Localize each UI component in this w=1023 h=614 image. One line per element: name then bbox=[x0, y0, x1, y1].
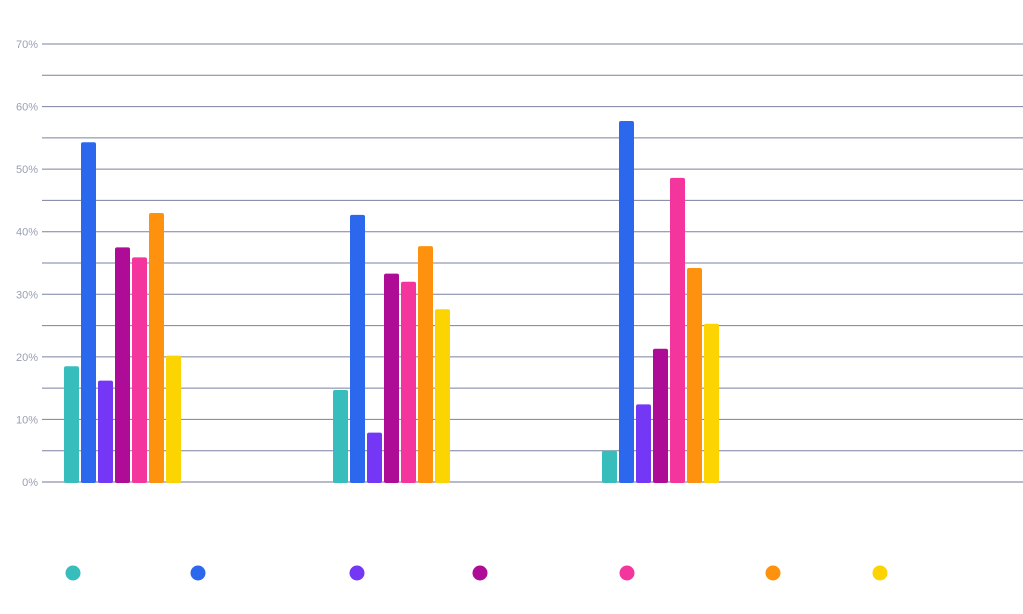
legend-marker bbox=[349, 565, 365, 581]
y-tick-label: 60% bbox=[16, 102, 38, 114]
y-tick-label: 70% bbox=[16, 39, 38, 51]
bar bbox=[435, 309, 450, 483]
bar bbox=[333, 390, 348, 483]
legend-marker bbox=[190, 565, 206, 581]
y-tick-label: 20% bbox=[16, 352, 38, 364]
y-tick-label: 40% bbox=[16, 227, 38, 239]
legend-marker bbox=[872, 565, 888, 581]
bar bbox=[418, 246, 433, 483]
legend bbox=[65, 565, 888, 581]
bar bbox=[653, 348, 668, 483]
y-tick-label: 10% bbox=[16, 414, 38, 426]
gridlines bbox=[42, 43, 1023, 483]
bar bbox=[602, 450, 617, 483]
bar bbox=[670, 177, 685, 483]
bar bbox=[401, 281, 416, 483]
bar bbox=[350, 214, 365, 483]
y-tick-label: 30% bbox=[16, 289, 38, 301]
bar bbox=[115, 247, 130, 483]
bar bbox=[384, 273, 399, 483]
bars bbox=[64, 120, 719, 484]
bar bbox=[81, 142, 96, 484]
bar bbox=[132, 257, 147, 483]
bar bbox=[166, 355, 181, 483]
bar bbox=[687, 268, 702, 483]
legend-marker bbox=[472, 565, 488, 581]
bar bbox=[98, 380, 113, 483]
bar bbox=[64, 366, 79, 483]
legend-marker bbox=[65, 565, 81, 581]
y-tick-label: 0% bbox=[22, 477, 38, 489]
y-axis-ticks: 0% 10% 20% 30% 40% 50% 60% 70% bbox=[16, 39, 38, 489]
bar bbox=[636, 404, 651, 483]
bar bbox=[619, 120, 634, 483]
legend-marker bbox=[765, 565, 781, 581]
legend-marker bbox=[619, 565, 635, 581]
bar bbox=[704, 323, 719, 483]
bar bbox=[149, 212, 164, 483]
y-tick-label: 50% bbox=[16, 164, 38, 176]
bar bbox=[367, 432, 382, 483]
